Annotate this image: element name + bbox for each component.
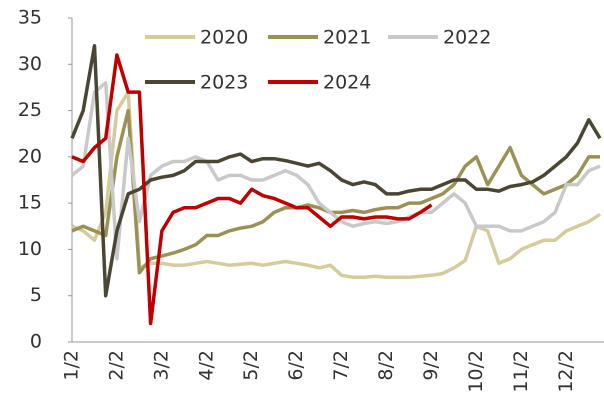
legend-label: 2021 bbox=[323, 27, 371, 49]
x-tick-label: 7/2 bbox=[330, 350, 352, 381]
x-tick-label: 4/2 bbox=[195, 350, 217, 381]
legend-label: 2020 bbox=[200, 27, 248, 49]
y-tick-label: 10 bbox=[18, 238, 42, 260]
x-tick-label: 1/2 bbox=[61, 350, 83, 381]
legend-label: 2023 bbox=[200, 72, 248, 94]
y-tick-label: 0 bbox=[30, 331, 42, 353]
series-line bbox=[71, 90, 601, 279]
legend-label: 2022 bbox=[443, 27, 491, 49]
x-tick-label: 6/2 bbox=[285, 350, 307, 381]
y-tick-label: 25 bbox=[18, 99, 42, 121]
x-tick-label: 5/2 bbox=[240, 350, 262, 381]
series-line bbox=[70, 81, 601, 261]
x-tick-label: 9/2 bbox=[420, 350, 442, 381]
x-tick-label: 10/2 bbox=[465, 350, 487, 393]
series-line bbox=[71, 53, 433, 326]
x-tick-label: 8/2 bbox=[375, 350, 397, 381]
x-tick-label: 2/2 bbox=[105, 350, 127, 381]
y-tick-label: 5 bbox=[30, 284, 42, 306]
x-tick-label: 12/2 bbox=[555, 350, 577, 393]
y-tick-label: 15 bbox=[18, 192, 42, 214]
y-tick-label: 35 bbox=[18, 7, 42, 29]
y-tick-label: 30 bbox=[18, 53, 42, 75]
legend-label: 2024 bbox=[323, 72, 371, 94]
y-tick-label: 20 bbox=[18, 145, 42, 167]
series-line bbox=[70, 44, 602, 298]
x-tick-label: 11/2 bbox=[510, 350, 532, 393]
x-tick-label: 3/2 bbox=[150, 350, 172, 381]
